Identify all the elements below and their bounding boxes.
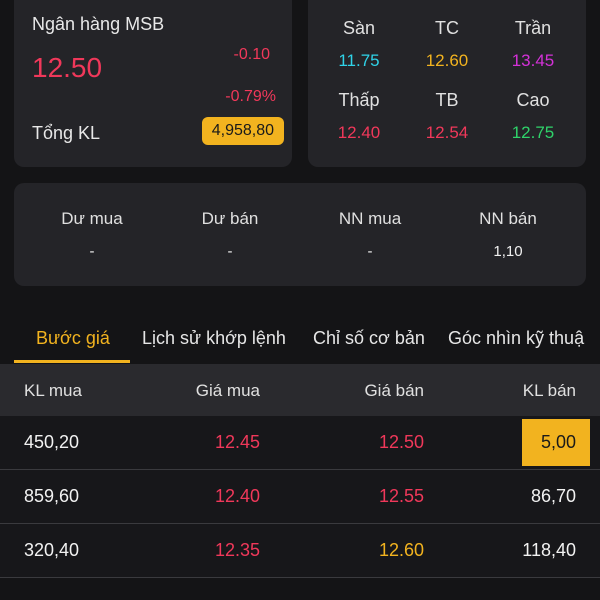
total-volume-label: Tổng KL bbox=[32, 123, 101, 143]
sell-volume-highlight bbox=[522, 419, 590, 466]
info-value: - bbox=[367, 243, 373, 260]
price-level-label: TC bbox=[435, 18, 459, 38]
tab-fundamentals[interactable]: Chỉ số cơ bản bbox=[313, 328, 425, 348]
stock-price: 12.50 bbox=[32, 52, 103, 83]
price-level-low: Thấp 12.40 bbox=[314, 90, 404, 143]
info-label: Dư bán bbox=[201, 209, 259, 228]
sell-volume: 5,00 bbox=[540, 432, 576, 452]
info-label: NN bán bbox=[479, 209, 537, 228]
buy-price: 12.45 bbox=[214, 432, 260, 452]
price-level-label: Cao bbox=[516, 90, 550, 110]
tab-bar: Bước giá Lịch sử khớp lệnh Chỉ số cơ bản… bbox=[0, 318, 600, 364]
stock-change-percent: -0.79% bbox=[225, 88, 276, 105]
total-volume-badge: 4,958,80 bbox=[201, 117, 284, 145]
stock-summary-card: Ngân hàng MSB 12.50 -0.10 -0.79% Tổng KL… bbox=[14, 0, 292, 167]
buy-price: 12.40 bbox=[214, 486, 260, 506]
price-level-label: Trần bbox=[514, 18, 552, 38]
stock-name: Ngân hàng MSB bbox=[32, 14, 165, 34]
info-remaining-sell: Dư bán - bbox=[160, 209, 300, 260]
header-sell-price: Giá bán bbox=[364, 381, 424, 400]
info-foreign-sell: NN bán 1,10 bbox=[438, 209, 578, 260]
tab-price-steps[interactable]: Bước giá bbox=[36, 328, 110, 348]
price-level-label: Sàn bbox=[342, 18, 376, 38]
info-value: - bbox=[89, 243, 95, 260]
price-level-floor: Sàn 11.75 bbox=[314, 18, 404, 71]
price-level-value: 12.40 bbox=[337, 123, 381, 142]
price-level-high: Cao 12.75 bbox=[488, 90, 578, 143]
price-levels-card: Sàn 11.75 TC 12.60 Trần 13.45 Thấp 12.40… bbox=[308, 0, 586, 167]
header-buy-volume: KL mua bbox=[24, 381, 82, 400]
price-level-value: 12.54 bbox=[425, 123, 469, 142]
market-info-card: Dư mua - Dư bán - NN mua - NN bán 1,10 bbox=[14, 183, 586, 286]
sell-price: 12.55 bbox=[378, 486, 424, 506]
buy-volume: 320,40 bbox=[24, 540, 80, 560]
table-row[interactable]: 859,60 12.40 12.55 86,70 bbox=[0, 470, 600, 524]
price-level-ceiling: Trần 13.45 bbox=[488, 18, 578, 71]
sell-volume: 118,40 bbox=[522, 540, 576, 560]
info-value: - bbox=[227, 243, 233, 260]
info-value: 1,10 bbox=[493, 243, 523, 260]
stock-change: -0.10 bbox=[233, 46, 270, 63]
price-level-value: 12.60 bbox=[425, 51, 469, 70]
price-level-reference: TC 12.60 bbox=[402, 18, 492, 71]
header-sell-volume: KL bán bbox=[522, 381, 576, 400]
info-label: NN mua bbox=[338, 209, 402, 228]
price-level-average: TB 12.54 bbox=[402, 90, 492, 143]
price-level-label: Thấp bbox=[338, 90, 380, 110]
table-row[interactable]: 450,20 12.45 12.50 5,00 bbox=[0, 416, 600, 470]
buy-volume: 859,60 bbox=[24, 486, 80, 506]
tab-match-history[interactable]: Lịch sử khớp lệnh bbox=[142, 328, 286, 348]
table-row[interactable]: 320,40 12.35 12.60 118,40 bbox=[0, 524, 600, 578]
header-buy-price: Giá mua bbox=[195, 381, 260, 400]
price-level-value: 12.75 bbox=[511, 123, 555, 142]
price-level-label: TB bbox=[435, 90, 459, 110]
order-book-table: KL mua Giá mua Giá bán KL bán 450,20 12.… bbox=[0, 364, 600, 578]
info-label: Dư mua bbox=[61, 209, 123, 228]
active-tab-indicator bbox=[14, 360, 130, 363]
sell-volume: 86,70 bbox=[530, 486, 576, 506]
tab-technical-view[interactable]: Góc nhìn kỹ thuậ bbox=[448, 328, 585, 348]
sell-price: 12.60 bbox=[378, 540, 424, 560]
price-level-value: 13.45 bbox=[511, 51, 555, 70]
info-remaining-buy: Dư mua - bbox=[22, 209, 162, 260]
buy-price: 12.35 bbox=[214, 540, 260, 560]
sell-price: 12.50 bbox=[378, 432, 424, 452]
buy-volume: 450,20 bbox=[24, 432, 80, 452]
info-foreign-buy: NN mua - bbox=[300, 209, 440, 260]
table-header: KL mua Giá mua Giá bán KL bán bbox=[0, 364, 600, 416]
price-level-value: 11.75 bbox=[338, 51, 380, 70]
